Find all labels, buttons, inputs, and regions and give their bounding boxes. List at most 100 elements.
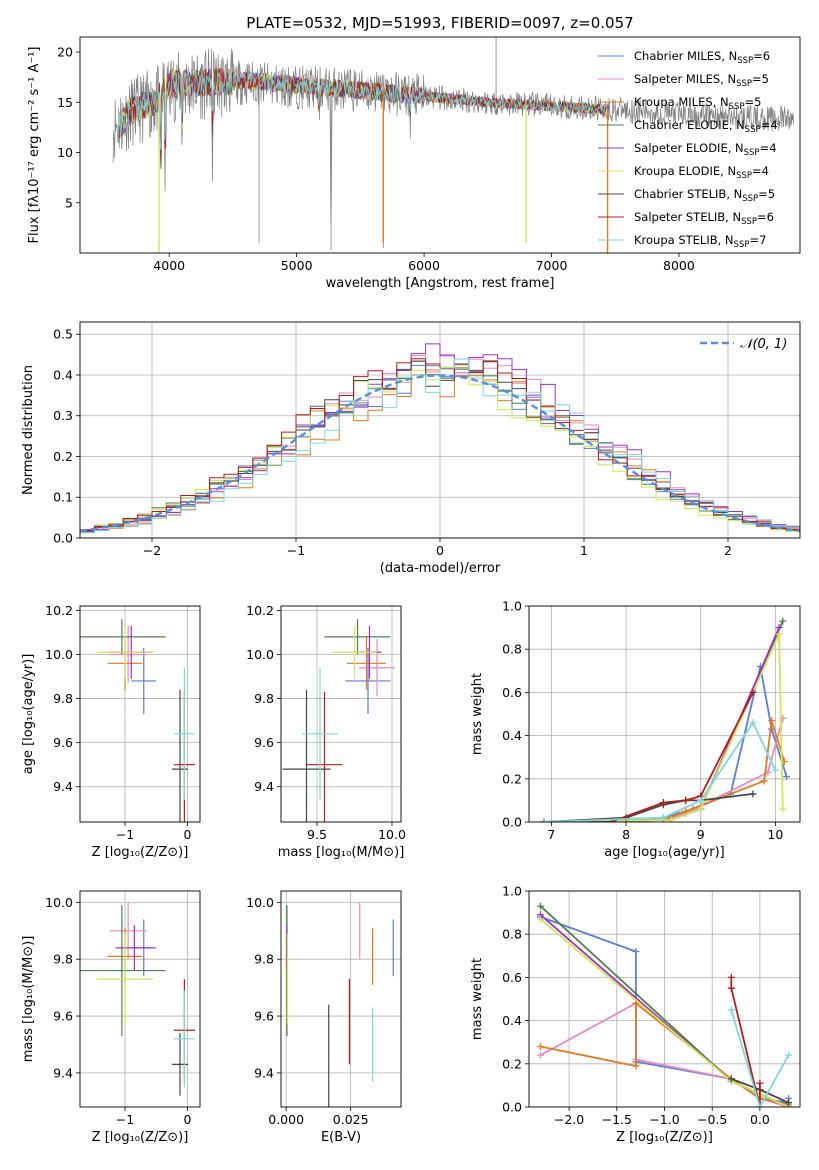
weight-marker: [697, 796, 705, 804]
weight-marker: [756, 1079, 764, 1087]
y-tick-label: 9.4: [254, 779, 274, 794]
y-tick-label: 9.6: [254, 1009, 274, 1024]
legend-entry: Chabrier STELIB, NSSP=5: [634, 187, 775, 204]
weight-marker: [779, 617, 787, 625]
y-tick-label: 9.4: [53, 779, 73, 794]
y-tick-label: 9.4: [53, 1065, 73, 1080]
plot-layer: [80, 619, 195, 822]
x-tick-label: 0.0: [750, 1112, 770, 1127]
x-tick-label: 0: [184, 1112, 192, 1127]
mass-vs-metallicity-panel: −1 0 9.4 9.6 9.8 10.0 Z [log₁₀(Z/Z⊙)] mass [log…: [21, 890, 201, 1145]
y-tick-label: 0.1: [53, 490, 73, 505]
plot-area: [281, 891, 401, 1107]
y-tick-label: 10.0: [246, 647, 274, 662]
normal-legend-label: 𝒩(0, 1): [740, 337, 787, 352]
y-tick-label: 10.0: [45, 895, 73, 910]
weight-marker: [760, 777, 768, 785]
y-tick-label: 0.4: [502, 728, 522, 743]
plot-layer: [282, 619, 395, 822]
plot-layer: [112, 37, 794, 253]
x-tick-label: 7: [547, 827, 555, 842]
model-spectrum-line: [117, 67, 609, 151]
y-tick-label: 0.6: [502, 685, 522, 700]
y-tick-label: 20: [57, 45, 73, 60]
legend-entry-label: Chabrier MILES, N: [634, 49, 737, 63]
axes-frame: [528, 890, 801, 1108]
plot-area: [529, 606, 800, 822]
y-tick-label: 10.2: [45, 603, 73, 618]
plot-layer: [80, 343, 800, 538]
x-axis-label: Z [log₁₀(Z/Z⊙)]: [616, 1130, 713, 1145]
y-tick-label: 10.0: [246, 895, 274, 910]
x-axis-label: age [log₁₀(age/yr)]: [604, 845, 725, 860]
legend-entry-sub: SSP: [737, 56, 753, 66]
weight-marker: [779, 805, 787, 813]
axes-frame: [79, 890, 201, 1108]
weight-marker: [632, 947, 640, 955]
weight-line: [543, 793, 754, 822]
legend-entry-tail: =6: [757, 210, 774, 224]
x-tick-label: −1: [116, 827, 134, 842]
figure-title: PLATE=0532, MJD=51993, FIBERID=0097, z=0…: [246, 14, 633, 32]
y-tick-label: 9.4: [254, 1065, 274, 1080]
y-axis-label: mass weight: [470, 958, 485, 1040]
legend-entry-tail: =4: [752, 164, 769, 178]
weight-marker: [749, 790, 757, 798]
y-tick-label: 0.2: [502, 1056, 522, 1071]
age-vs-metallicity-panel: −1 0 9.4 9.6 9.8 10.0 10.2 Z [log₁₀(Z/Z⊙)] age […: [21, 603, 201, 860]
weight-marker: [775, 624, 783, 632]
x-axis-label: mass [log₁₀(M/M⊙)]: [278, 845, 405, 860]
weight-marker: [659, 799, 667, 807]
legend-entry-label: Kroupa STELIB, N: [634, 233, 734, 247]
weight-marker: [749, 688, 757, 696]
x-tick-label: 8: [622, 827, 630, 842]
legend-entry-sub: SSP: [734, 240, 750, 250]
legend-entry-sub: SSP: [745, 125, 761, 135]
legend-entry-sub: SSP: [736, 171, 752, 181]
weight-marker: [659, 814, 667, 822]
weight-line: [730, 977, 761, 1107]
weight-marker: [727, 984, 735, 992]
legend-entry-sub: SSP: [744, 148, 760, 158]
legend-entry-label: Kroupa ELODIE, N: [634, 164, 736, 178]
y-tick-label: 0.8: [502, 642, 522, 657]
x-tick-label: 0.025: [333, 1112, 369, 1127]
axes-frame: [79, 605, 201, 823]
weight-marker: [682, 796, 690, 804]
legend-entry-label: Salpeter ELODIE, N: [634, 141, 744, 155]
axes-frame: [79, 36, 801, 254]
legend-entry-sub: SSP: [736, 79, 752, 89]
x-tick-label: 9: [697, 827, 705, 842]
weight-marker: [697, 805, 705, 813]
y-tick-label: 0.5: [53, 327, 73, 342]
x-tick-label: 9.5: [307, 827, 327, 842]
x-tick-label: 5000: [281, 258, 313, 273]
weight-marker: [540, 818, 548, 822]
weight-vs-age-panel: 7 8 9 10 0.0 0.2 0.4 0.6 0.8 1.0 age [log₁₀(age/yr…: [470, 599, 801, 860]
x-tick-label: 8000: [663, 258, 695, 273]
x-axis-label: E(B-V): [321, 1130, 361, 1145]
age-vs-mass-panel: 9.5 10.0 9.4 9.6 9.8 10.0 10.2 mass [log₁₀(M/M⊙…: [246, 603, 406, 860]
legend-entry-tail: =4: [760, 141, 777, 155]
y-axis-label: age [log₁₀(age/yr)]: [21, 654, 36, 775]
y-tick-label: 0.8: [502, 927, 522, 942]
spectrum-panel: 4000 5000 6000 7000 8000 5 10 15 20 wavelength [A…: [27, 36, 801, 291]
legend-entry-sub: SSP: [741, 217, 757, 227]
y-tick-label: 0.4: [502, 1013, 522, 1028]
legend-entry-label: Salpeter MILES, N: [634, 72, 736, 86]
x-tick-label: −2: [143, 543, 161, 558]
y-tick-label: 10: [57, 145, 73, 160]
x-axis-label: (data-model)/error: [380, 561, 501, 576]
y-tick-label: 9.8: [254, 691, 274, 706]
axes-frame: [79, 321, 801, 539]
legend-entry: Kroupa ELODIE, NSSP=4: [634, 164, 769, 181]
x-tick-label: 6000: [408, 258, 440, 273]
plot-layer: [286, 902, 394, 1107]
plot-area: [281, 606, 401, 822]
weight-marker: [536, 902, 544, 910]
weight-marker: [775, 630, 783, 638]
weight-marker: [749, 719, 757, 727]
weight-marker: [785, 1051, 793, 1059]
weight-marker: [727, 1075, 735, 1083]
